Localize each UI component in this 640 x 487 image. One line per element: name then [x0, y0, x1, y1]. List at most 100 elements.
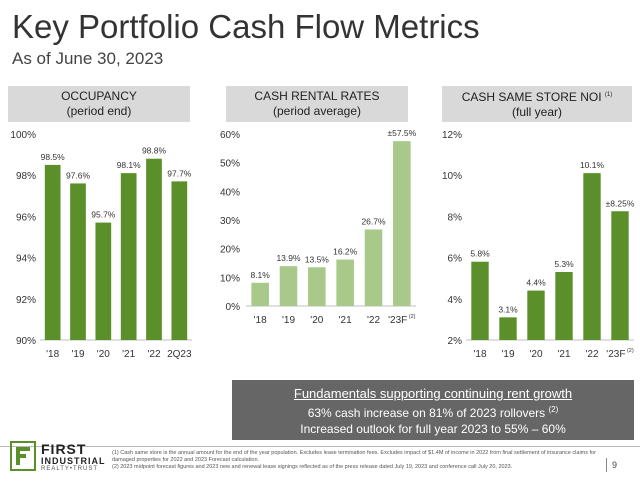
logo-text-first: FIRST — [41, 441, 87, 457]
data-label: 3.1% — [498, 304, 518, 314]
panel-header-subtitle: (full year) — [511, 105, 562, 119]
panel-header-title: OCCUPANCY — [61, 89, 137, 103]
logo-mark-icon — [10, 441, 36, 471]
page-subtitle: As of June 30, 2023 — [12, 49, 164, 68]
y-tick-label: 0% — [226, 302, 241, 313]
callout-heading: Fundamentals supporting continuing rent … — [293, 386, 573, 401]
y-tick-label: 60% — [220, 130, 240, 141]
bar — [555, 272, 573, 340]
data-label: 8.1% — [250, 270, 270, 280]
data-label: 98.8% — [142, 146, 167, 156]
y-tick-label: 4% — [448, 295, 463, 306]
page-title: Key Portfolio Cash Flow Metrics — [12, 8, 480, 45]
x-tick-label: 2Q23 — [167, 349, 192, 360]
x-tick-label: '21 — [557, 349, 570, 360]
bar — [611, 211, 629, 340]
panel-header-title: CASH RENTAL RATES — [254, 89, 380, 103]
y-tick-label: 98% — [16, 171, 36, 182]
bar — [336, 259, 354, 306]
bar — [251, 282, 269, 306]
x-tick-label: '21 — [122, 349, 135, 360]
y-tick-label: 100% — [10, 130, 36, 141]
panel-header-subtitle: (period average) — [272, 104, 362, 118]
panel-header-title: CASH SAME STORE NOI — [461, 90, 602, 104]
bar — [279, 266, 298, 306]
panel-header-cash-rental-rates: CASH RENTAL RATES (period average) — [226, 86, 408, 122]
callout-box: Fundamentals supporting continuing rent … — [232, 380, 634, 440]
x-tick-label: '22 — [367, 315, 380, 326]
page-number: 9 — [612, 460, 618, 470]
data-label: 5.8% — [470, 249, 490, 259]
logo-text-industrial: INDUSTRIAL — [41, 456, 106, 466]
cash-rental-rates-chart: 60% 50% 40% 30% 20% 10% 0% 8.1% '18 13.9% '19 13.5%… — [220, 128, 417, 326]
bar — [364, 229, 383, 306]
cash-same-store-noi-chart: 12% 10% 8% 6% 4% 2% 5.8% '18 3.1% '19 4.4% '20 5.3% '… — [442, 130, 635, 360]
footnote-marker: (2) — [548, 405, 559, 414]
x-tick-label: '19 — [71, 349, 84, 360]
data-label: 4.4% — [526, 278, 546, 288]
x-tick-label: '19 — [501, 349, 514, 360]
y-tick-label: 10% — [220, 273, 240, 284]
x-tick-label: '21 — [339, 315, 352, 326]
data-label: 97.7% — [167, 168, 192, 178]
bar — [95, 222, 112, 340]
y-tick-label: 6% — [448, 254, 463, 265]
y-tick-label: 12% — [442, 130, 462, 141]
bar — [171, 181, 188, 340]
bar — [120, 173, 137, 340]
y-tick-label: 96% — [16, 212, 36, 223]
bar — [146, 158, 162, 340]
y-tick-label: 8% — [448, 212, 463, 223]
data-label: 13.9% — [276, 253, 301, 263]
bar — [393, 141, 411, 306]
bar — [527, 290, 545, 340]
y-tick-label: 92% — [16, 295, 36, 306]
footnote-marker: (1) — [604, 92, 613, 98]
y-tick-label: 10% — [442, 171, 462, 182]
data-label: ±57.5% — [387, 128, 416, 138]
data-label: 5.3% — [554, 259, 574, 269]
page-number-divider — [606, 458, 607, 472]
x-tick-label: '18 — [46, 349, 59, 360]
data-label: 98.1% — [117, 160, 142, 170]
data-label: 26.7% — [361, 216, 386, 226]
x-tick-label: '19 — [282, 315, 295, 326]
occupancy-chart: 100% 98% 96% 94% 92% 90% 98.5% '18 97.6% '19 95.7%… — [10, 130, 192, 360]
bar — [471, 261, 489, 340]
x-tick-label: '23F (2) — [388, 314, 416, 326]
y-tick-label: 40% — [220, 187, 240, 198]
y-tick-label: 20% — [220, 245, 240, 256]
callout-line-outlook: Increased outlook for full year 2023 to … — [300, 422, 566, 436]
data-label: 13.5% — [305, 254, 330, 264]
footnote-1: (1) Cash same store is the annual amount… — [112, 450, 596, 463]
callout-line-rollovers: 63% cash increase on 81% of 2023 rollove… — [232, 402, 634, 421]
footer-divider — [0, 446, 640, 447]
x-tick-label: '18 — [254, 315, 267, 326]
bar — [44, 164, 61, 340]
bar — [499, 317, 517, 340]
x-tick-label: '20 — [310, 315, 323, 326]
data-label: 10.1% — [580, 160, 605, 170]
x-tick-label: '22 — [585, 349, 598, 360]
x-tick-label: '20 — [529, 349, 542, 360]
panel-header-occupancy: OCCUPANCY (period end) — [8, 86, 190, 122]
y-tick-label: 2% — [448, 336, 463, 347]
x-tick-label: '20 — [97, 349, 110, 360]
y-tick-label: 94% — [16, 254, 36, 265]
panel-header-cash-same-store-noi: CASH SAME STORE NOI (1) (full year) — [442, 86, 632, 122]
logo-text-realty-trust: REALTY•TRUST — [41, 466, 98, 472]
data-label: 95.7% — [91, 210, 116, 220]
data-label: 16.2% — [333, 247, 358, 257]
data-label: ±8.25% — [606, 198, 635, 208]
x-tick-label: '22 — [147, 349, 160, 360]
y-tick-label: 90% — [16, 336, 36, 347]
y-tick-label: 50% — [220, 159, 240, 170]
x-tick-label: '18 — [473, 349, 486, 360]
x-tick-label: '23F (2) — [606, 348, 634, 360]
footnote-2: (2) 2023 midpoint forecast figures and 2… — [112, 464, 513, 470]
company-logo: FIRST INDUSTRIAL REALTY•TRUST — [10, 441, 110, 485]
callout-rollovers-text: 63% cash increase on 81% of 2023 rollove… — [307, 406, 546, 420]
footnotes: (1) Cash same store is the annual amount… — [112, 450, 602, 471]
data-label: 98.5% — [41, 152, 66, 162]
bar — [70, 183, 86, 340]
